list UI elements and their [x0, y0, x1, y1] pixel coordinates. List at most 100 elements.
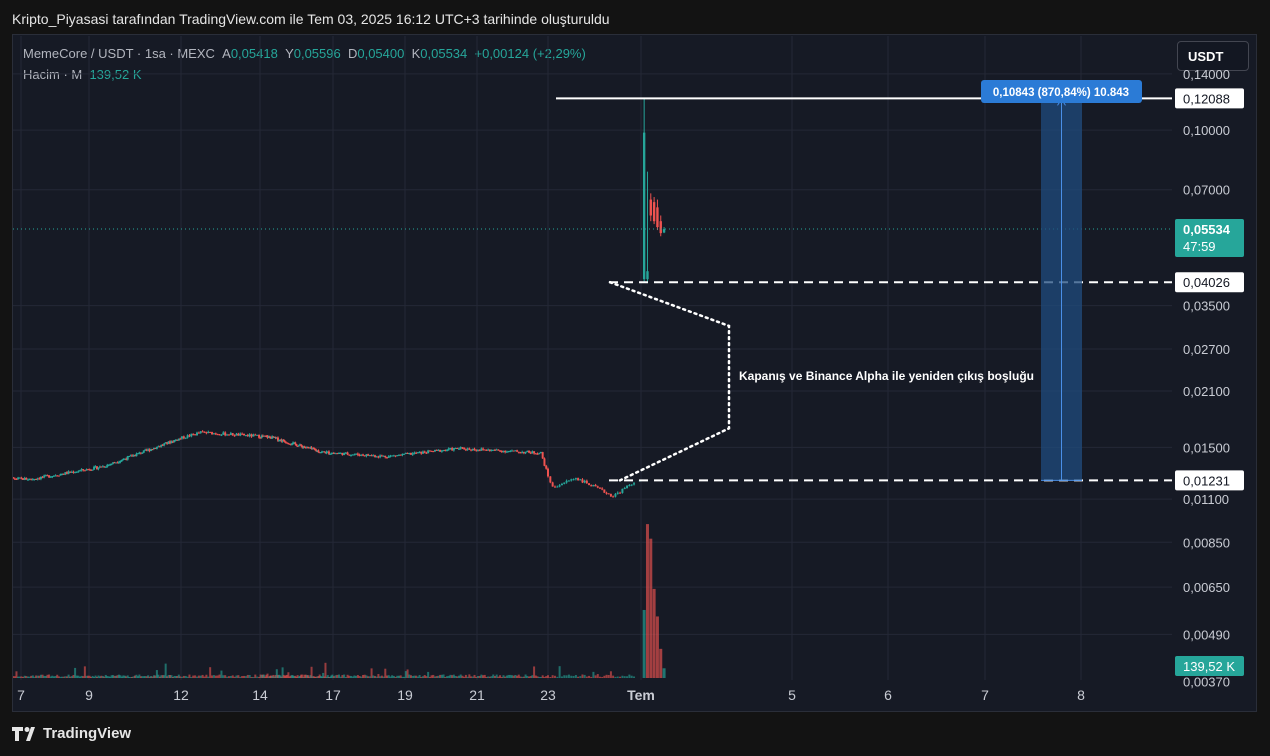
candle-body — [78, 470, 81, 472]
volume-bar — [180, 676, 183, 678]
candle-body — [592, 484, 595, 487]
volume-bar — [579, 676, 582, 678]
candle-body — [135, 453, 138, 457]
volume-bar — [75, 675, 78, 678]
x-tick-label: 9 — [85, 687, 93, 703]
volume-bar — [283, 675, 286, 678]
volume-bar — [258, 676, 261, 678]
brand-name: TradingView — [43, 725, 132, 742]
volume-bar — [312, 676, 315, 678]
candle-body — [519, 452, 522, 454]
volume-bar — [459, 674, 462, 678]
candle-body — [229, 433, 232, 436]
volume-bar — [120, 676, 123, 678]
volume-bar — [265, 674, 268, 678]
candle-body — [551, 482, 554, 487]
candle-body — [563, 482, 566, 484]
candle-body — [529, 452, 532, 454]
volume-bar — [348, 675, 351, 678]
volume-bar — [427, 671, 430, 678]
volume-bar — [64, 676, 67, 678]
volume-bar — [588, 675, 591, 678]
volume-bar — [614, 676, 617, 678]
volume-bar — [224, 675, 227, 678]
price-line-axis-label: 0,04026 — [1183, 275, 1230, 290]
candle-body — [386, 457, 388, 459]
candle-body — [447, 448, 450, 450]
candle-body — [346, 452, 349, 455]
candle-body — [437, 449, 440, 451]
candle-body — [609, 493, 612, 497]
volume-bar — [603, 675, 606, 678]
candle-body — [155, 446, 158, 449]
candle-body — [311, 448, 314, 450]
volume-bar — [451, 675, 454, 678]
volume-bar — [141, 676, 144, 678]
price-line-axis-label: 0,01231 — [1183, 473, 1230, 488]
volume-bar — [22, 676, 25, 678]
candle-body — [116, 462, 119, 464]
volume-bar — [612, 675, 615, 678]
volume-bar — [322, 672, 325, 678]
candle-body — [226, 434, 229, 436]
volume-bar — [394, 676, 397, 678]
price-line-axis-box — [1175, 272, 1244, 293]
volume-bar — [138, 674, 141, 678]
candle-body — [305, 446, 308, 448]
candle-body — [297, 445, 300, 447]
candle-body — [442, 449, 445, 451]
candle-body — [77, 471, 80, 473]
volume-bar — [67, 674, 70, 678]
legend-symbol[interactable]: MemeCore / USDT · 1sa · MEXC — [23, 46, 215, 61]
candle-body — [304, 447, 307, 449]
tradingview-logo-icon — [12, 726, 35, 741]
candle-body — [425, 452, 428, 454]
candle-body — [13, 477, 15, 479]
candle-body — [281, 439, 284, 442]
volume-bar — [374, 676, 376, 678]
volume-spike-bar — [642, 609, 646, 678]
candle-body — [413, 452, 416, 454]
volume-bar — [435, 676, 438, 678]
volume-bar — [430, 675, 433, 678]
volume-bar — [90, 676, 93, 678]
volume-bar — [308, 676, 311, 678]
volume-legend[interactable]: Hacim · M 139,52 K — [23, 67, 142, 82]
volume-bar — [521, 676, 524, 678]
volume-bar — [616, 676, 619, 678]
volume-bar — [7, 676, 9, 678]
currency-button[interactable]: USDT — [1177, 41, 1249, 71]
volume-bar — [77, 675, 80, 678]
candle-body — [527, 450, 530, 453]
candle-body — [341, 452, 344, 456]
volume-bar — [163, 675, 166, 678]
candle-body — [254, 434, 257, 436]
tradingview-logo[interactable]: TradingView — [12, 725, 131, 742]
volume-bar — [338, 674, 340, 678]
candle-body — [128, 456, 131, 458]
candle-body — [387, 456, 390, 458]
volume-bar — [254, 674, 257, 678]
volume-bar — [351, 676, 354, 678]
candle-body — [505, 451, 508, 453]
volume-bar — [391, 675, 394, 678]
candle-body — [329, 453, 332, 455]
volume-bar — [48, 674, 51, 678]
legend-close-value: 0,05534 — [420, 46, 468, 61]
candle-body — [406, 452, 409, 454]
volume-bar — [323, 676, 326, 678]
volume-bar — [278, 674, 281, 678]
candle-body — [493, 449, 496, 451]
volume-bar — [363, 674, 366, 678]
candle-body — [26, 479, 29, 481]
volume-spike-bar — [655, 616, 659, 678]
y-tick-label: 0,01100 — [1183, 492, 1229, 507]
candle-body — [235, 433, 238, 436]
candle-body — [141, 452, 144, 454]
candle-body — [458, 448, 460, 450]
candle-body — [244, 435, 247, 437]
candle-body — [452, 448, 455, 451]
candle-body — [300, 444, 303, 446]
y-tick-label: 0,10000 — [1183, 123, 1230, 138]
candle-body — [356, 453, 359, 455]
